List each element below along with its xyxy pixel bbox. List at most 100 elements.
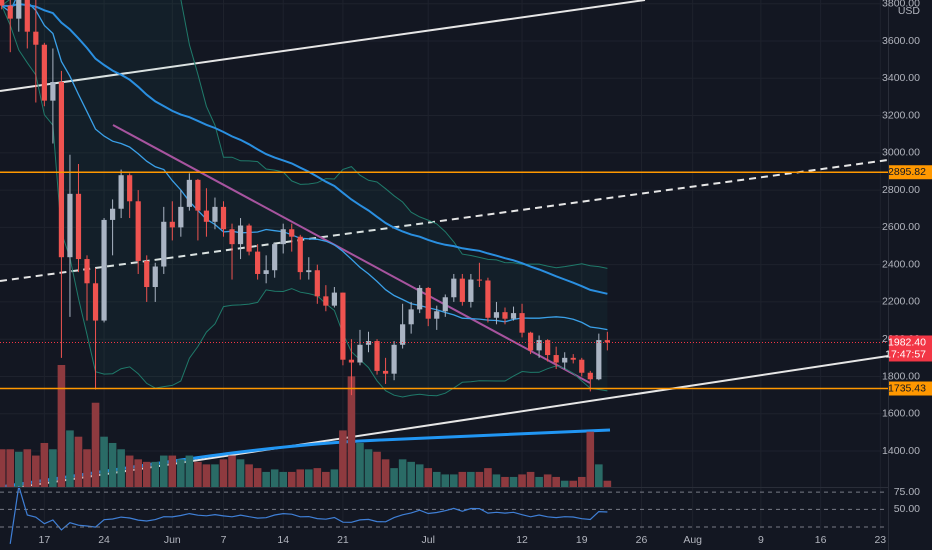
volume-bar: [373, 451, 381, 487]
volume-bar: [219, 459, 228, 487]
candle-body: [382, 370, 389, 374]
price-label: 2895.82: [888, 166, 926, 178]
volume-bar: [125, 455, 134, 487]
candle-body: [468, 279, 474, 302]
candle-body: [587, 372, 593, 380]
volume-bar: [245, 464, 253, 487]
volume-bar: [211, 464, 219, 487]
y-tick-label: 3000.00: [882, 147, 920, 159]
candle-body: [289, 229, 295, 237]
volume-bar: [398, 459, 407, 487]
bollinger-fill: [1, 0, 608, 397]
candle-body: [50, 82, 56, 101]
x-tick-label: 14: [277, 534, 289, 546]
candle-body: [348, 359, 355, 363]
candle-body: [161, 221, 167, 267]
trend-line: [0, 159, 888, 282]
candle-body: [33, 31, 39, 45]
rsi-tick-label: 50.00: [894, 503, 920, 515]
volume-bar: [100, 436, 108, 487]
volume-bar: [49, 449, 57, 487]
candle-body: [400, 324, 406, 345]
candle-body: [545, 340, 551, 356]
candle-body: [67, 193, 73, 258]
y-tick-label: 3800.00: [882, 0, 920, 10]
volume-bar: [168, 455, 177, 487]
candle-body: [485, 280, 491, 318]
y-tick-label: 2600.00: [882, 221, 920, 233]
moving-average: [1, 0, 608, 331]
volume-bar: [381, 459, 390, 487]
volume-bar: [142, 461, 151, 487]
candle-body: [92, 283, 99, 321]
y-tick-label: 1800.00: [882, 370, 920, 382]
volume-bar: [270, 469, 279, 487]
axes: 1400.001600.001800.002000.002200.002400.…: [39, 0, 932, 546]
candle-body: [604, 340, 610, 343]
candle-body: [0, 0, 5, 6]
volume-bar: [390, 468, 398, 487]
candle-body: [246, 225, 252, 252]
volume-bar: [467, 471, 475, 487]
candle-body: [24, 0, 30, 32]
candle-body: [7, 5, 13, 19]
volume-bar: [117, 449, 125, 487]
candle-body: [562, 357, 568, 363]
volume-bar: [151, 461, 160, 487]
candle-body: [323, 296, 329, 306]
candle-body: [178, 206, 184, 228]
candle-body: [203, 210, 210, 222]
volume-bar: [74, 436, 83, 487]
x-tick-label: Jul: [422, 534, 435, 546]
x-tick-label: 16: [815, 534, 827, 546]
volume-bar: [236, 459, 245, 487]
volume-bar: [40, 442, 49, 487]
volume-bar: [330, 469, 339, 487]
candle-body: [186, 179, 192, 207]
volume-bar: [279, 471, 288, 487]
volume-bar: [14, 451, 23, 487]
candle-body: [570, 357, 576, 360]
volume-bar: [83, 449, 91, 487]
candle-body: [297, 236, 303, 273]
candle-body: [434, 311, 440, 319]
volume-bar: [492, 474, 501, 487]
candle-body: [118, 175, 124, 209]
x-tick-label: Jun: [164, 534, 181, 546]
volume-bar: [458, 471, 467, 487]
volume-bar: [415, 464, 424, 487]
x-tick-label: Aug: [683, 534, 702, 546]
candle-body: [331, 292, 337, 306]
volume-bar: [134, 459, 142, 487]
price-label-box: [889, 381, 932, 396]
x-tick-label: 26: [636, 534, 648, 546]
candle-body: [84, 259, 90, 284]
last-price-time: 17:47:57: [885, 348, 926, 360]
volume-bar: [407, 461, 415, 487]
volume-bar: [595, 464, 603, 487]
x-tick-label: 21: [337, 534, 349, 546]
moving-average: [1, 2, 608, 295]
volume-bar: [194, 461, 202, 487]
volume-bar: [287, 471, 296, 487]
candle-body: [510, 313, 517, 319]
candle-body: [451, 278, 457, 298]
volume-bar: [91, 402, 100, 487]
volume-bar: [509, 476, 518, 487]
y-tick-label: 1400.00: [882, 445, 920, 457]
candle-body: [255, 251, 261, 274]
volume-bar: [432, 471, 441, 487]
volume-bar: [450, 474, 458, 487]
volume-bar: [518, 474, 526, 487]
candle-body: [152, 266, 158, 288]
y-tick-label: 2200.00: [882, 296, 920, 308]
candle-body: [58, 82, 65, 258]
y-tick-label: 2800.00: [882, 184, 920, 196]
volume-bar: [262, 471, 270, 487]
volume-bar: [108, 442, 117, 487]
candle-body: [212, 206, 218, 222]
candle-body: [519, 313, 525, 333]
price-label-box: [889, 165, 932, 180]
volume-bar: [66, 430, 74, 487]
